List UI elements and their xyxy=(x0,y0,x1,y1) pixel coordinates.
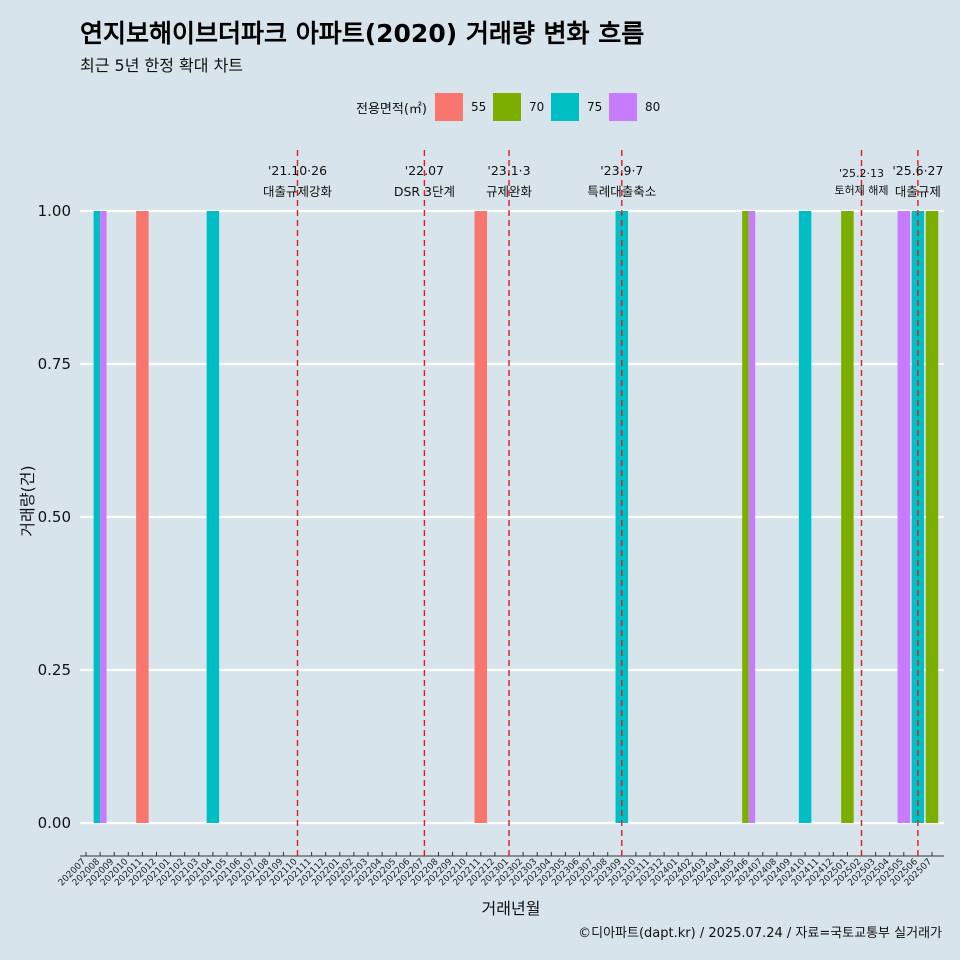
bar-202011-55 xyxy=(136,211,149,823)
legend-label-75: 75 xyxy=(586,100,603,114)
event-name-label: 대출규제 xyxy=(895,184,941,199)
bar-202406-80 xyxy=(748,211,756,823)
bar-202309-75 xyxy=(615,211,629,823)
event-name-label: DSR 3단계 xyxy=(394,184,455,199)
event-date-label: '23.9·7 xyxy=(600,163,643,178)
event-name-label: 규제완화 xyxy=(486,184,533,199)
legend-swatch-70 xyxy=(492,93,521,121)
chart-title: 연지보해이브더파크 아파트(2020) 거래량 변화 흐름 xyxy=(80,19,645,48)
y-tick-label: 0.00 xyxy=(38,814,71,832)
bar-202008-80 xyxy=(100,211,107,823)
legend-item-70: 70 xyxy=(492,93,545,121)
bar-202507-70 xyxy=(925,211,939,823)
bar-202008-75 xyxy=(93,211,101,823)
legend-label-80: 80 xyxy=(644,100,661,114)
bar-202211-55 xyxy=(474,211,488,823)
event-date-label: '23.1·3 xyxy=(487,163,530,178)
y-tick-label: 0.25 xyxy=(38,661,71,679)
y-tick-label: 0.75 xyxy=(38,355,71,373)
bar-202410-75 xyxy=(798,211,812,823)
legend-label-70: 70 xyxy=(528,100,545,114)
legend-title: 전용면적(㎡) xyxy=(356,101,427,117)
event-date-label: '25.2·13 xyxy=(839,167,884,180)
bar-202501-70 xyxy=(841,211,854,823)
bar-202104-75 xyxy=(206,211,220,823)
legend-item-80: 80 xyxy=(608,93,661,121)
legend-swatch-80 xyxy=(608,93,637,121)
legend-swatch-75 xyxy=(550,93,579,121)
legend-item-55: 55 xyxy=(434,93,487,121)
legend-swatch-55 xyxy=(434,93,463,121)
x-axis-title: 거래년월 xyxy=(482,899,541,918)
legend: 전용면적(㎡) 55 70 75 80 xyxy=(356,93,667,121)
event-date-label: '22.07 xyxy=(405,163,444,178)
event-date-label: '25.6·27 xyxy=(892,163,943,178)
legend-label-55: 55 xyxy=(470,100,487,114)
chart-subtitle: 최근 5년 한정 확대 차트 xyxy=(80,56,244,75)
bar-202506-75 xyxy=(911,211,925,823)
y-tick-label: 1.00 xyxy=(38,202,71,220)
legend-item-75: 75 xyxy=(550,93,603,121)
event-date-label: '21.10·26 xyxy=(268,163,327,178)
y-tick-label: 0.50 xyxy=(38,508,71,526)
bar-202505-80 xyxy=(897,211,911,823)
bar-202406-70 xyxy=(742,211,749,823)
y-axis-title: 거래량(건) xyxy=(18,465,37,536)
event-name-label: 대출규제강화 xyxy=(263,184,333,199)
event-name-label: 특례대출축소 xyxy=(587,184,656,199)
caption: ©디아파트(dapt.kr) / 2025.07.24 / 자료=국토교통부 실… xyxy=(578,926,942,941)
event-name-label: 토허제 해제 xyxy=(834,183,888,197)
